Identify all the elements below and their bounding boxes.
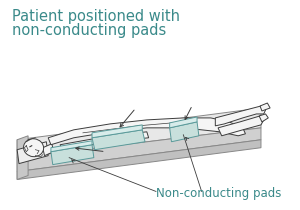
Polygon shape — [17, 142, 48, 164]
Ellipse shape — [23, 139, 44, 157]
Polygon shape — [51, 145, 94, 165]
Polygon shape — [259, 114, 268, 122]
Text: non-conducting pads: non-conducting pads — [12, 22, 166, 38]
Polygon shape — [17, 136, 28, 180]
Polygon shape — [17, 128, 261, 172]
Polygon shape — [170, 117, 197, 128]
Polygon shape — [17, 140, 261, 180]
Text: Non-conducting pads: Non-conducting pads — [156, 188, 281, 201]
Polygon shape — [48, 118, 245, 145]
Polygon shape — [92, 125, 142, 138]
Polygon shape — [17, 108, 261, 158]
Polygon shape — [51, 141, 92, 152]
Polygon shape — [260, 103, 270, 111]
Polygon shape — [92, 130, 145, 150]
Polygon shape — [60, 132, 148, 150]
Polygon shape — [43, 144, 54, 156]
Polygon shape — [218, 116, 264, 136]
Polygon shape — [170, 122, 199, 142]
Polygon shape — [215, 106, 266, 126]
Text: Patient positioned with: Patient positioned with — [12, 9, 180, 24]
